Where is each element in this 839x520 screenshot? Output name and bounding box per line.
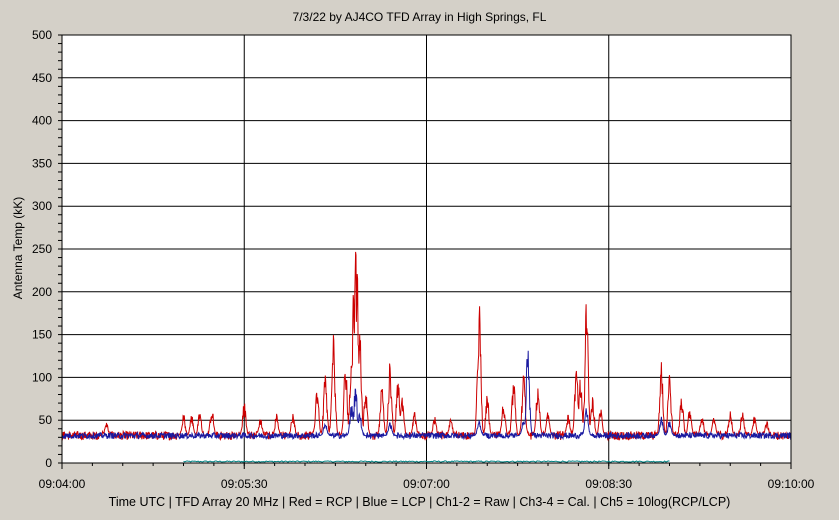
- x-tick-label: 09:08:30: [585, 477, 632, 491]
- y-tick-label: 0: [45, 456, 52, 470]
- x-tick-label: 09:07:00: [403, 477, 450, 491]
- y-tick-label: 50: [39, 413, 53, 427]
- x-tick-label: 09:10:00: [768, 477, 815, 491]
- x-tick-label: 09:05:30: [221, 477, 268, 491]
- y-tick-label: 300: [32, 199, 52, 213]
- y-tick-label: 150: [32, 328, 52, 342]
- x-axis-label: Time UTC | TFD Array 20 MHz | Red = RCP …: [108, 495, 731, 509]
- chart-title: 7/3/22 by AJ4CO TFD Array in High Spring…: [292, 10, 547, 24]
- y-tick-label: 350: [32, 156, 52, 170]
- lcp-series-line: [61, 350, 792, 441]
- y-tick-label: 450: [32, 71, 52, 85]
- y-tick-label: 100: [32, 370, 52, 384]
- y-tick-label: 250: [32, 242, 52, 256]
- x-tick-label: 09:04:00: [39, 477, 86, 491]
- y-tick-label: 200: [32, 285, 52, 299]
- ch5-series-line: [183, 460, 670, 463]
- y-tick-label: 400: [32, 114, 52, 128]
- y-tick-label: 500: [32, 28, 52, 42]
- plot-border: [61, 34, 792, 464]
